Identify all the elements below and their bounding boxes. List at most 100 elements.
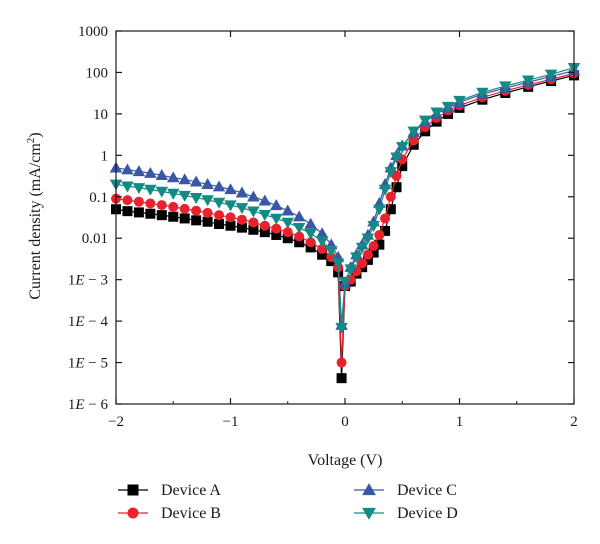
data-point [179, 203, 190, 214]
data-point [201, 195, 214, 207]
data-point [247, 190, 260, 202]
y-tick-label: 1000 [78, 24, 108, 40]
y-tick-label-post: − 5 [85, 356, 108, 372]
y-axis-title: Current density (mA/cm2) [25, 132, 44, 299]
legend-marker [127, 507, 139, 519]
data-point [168, 211, 179, 222]
y-tick-label: 1E − 4 [68, 314, 109, 330]
legend: Device A Device B Device C Device D [118, 482, 458, 522]
y-axis-title-main: Current density (mA/cm [27, 143, 44, 300]
data-point [248, 224, 259, 235]
legend-label: Device A [161, 482, 221, 499]
data-point [191, 215, 202, 226]
data-point [521, 75, 535, 87]
data-point [225, 212, 236, 223]
data-point [225, 220, 236, 231]
data-point [259, 220, 270, 231]
data-point [407, 126, 420, 138]
data-point [336, 373, 347, 384]
data-point [271, 229, 282, 240]
data-point [544, 69, 558, 81]
x-axis-title: Voltage (V) [308, 452, 383, 469]
y-tick-label-post: − 4 [85, 314, 109, 330]
data-point [132, 183, 146, 195]
legend-item: Device B [118, 505, 221, 522]
data-point [178, 190, 191, 202]
data-point [236, 222, 247, 233]
y-axis-title-close: ) [27, 132, 44, 137]
data-point [384, 167, 398, 179]
data-point [167, 188, 180, 200]
data-point [336, 357, 347, 368]
y-tick-label-e: E [74, 356, 84, 372]
data-point [441, 101, 455, 113]
data-point [224, 183, 237, 195]
y-tick-label-pre: 1 [68, 397, 76, 413]
data-point [350, 252, 363, 264]
data-point [189, 175, 203, 187]
data-point [499, 81, 512, 93]
data-point [201, 178, 214, 189]
data-point [373, 204, 386, 216]
legend-label: Device D [397, 505, 458, 522]
data-point [476, 87, 489, 99]
x-tick-label: 1 [456, 414, 464, 430]
data-point [259, 227, 270, 238]
data-point [145, 208, 156, 219]
data-point [258, 194, 272, 206]
data-point [397, 161, 408, 172]
data-point [374, 229, 385, 240]
data-point [380, 225, 391, 236]
data-point [145, 198, 156, 209]
x-tick-label: −2 [108, 414, 124, 430]
y-tick-label: 10 [93, 107, 108, 123]
data-point [335, 322, 348, 334]
data-point [202, 216, 213, 227]
data-point [271, 223, 282, 234]
data-point [258, 209, 272, 221]
data-point [212, 180, 226, 192]
data-point [281, 217, 294, 229]
data-point [212, 197, 226, 209]
y-tick-label-post: − 3 [85, 273, 108, 289]
data-point [122, 195, 133, 206]
data-point [133, 196, 144, 207]
data-point [156, 200, 167, 211]
data-point [317, 249, 328, 260]
data-point [305, 242, 316, 253]
series-device-d [109, 63, 581, 334]
legend-item: Device D [354, 505, 458, 522]
data-point [361, 233, 375, 245]
data-point [167, 171, 180, 183]
data-point [385, 204, 396, 215]
data-point [378, 184, 392, 196]
data-point [315, 236, 329, 248]
data-point [282, 227, 293, 238]
data-point [305, 237, 316, 248]
y-tick-label-e: E [74, 314, 84, 330]
data-point [281, 204, 294, 216]
legend-marker [362, 507, 376, 520]
data-point [235, 186, 249, 198]
data-point [133, 207, 144, 218]
data-point [155, 169, 169, 180]
series-line [115, 74, 575, 379]
y-tick-label: 1E − 3 [68, 273, 108, 289]
series-layer [109, 63, 581, 384]
x-tick-label: −1 [223, 414, 239, 430]
y-tick-label-pre: 1 [68, 314, 76, 330]
data-point [214, 219, 225, 230]
y-tick-label: 0.01 [82, 231, 108, 247]
data-point [294, 237, 305, 248]
data-point [385, 191, 396, 202]
legend-item: Device A [118, 482, 221, 499]
data-point [270, 213, 283, 225]
data-point [292, 222, 306, 234]
data-point [179, 213, 190, 224]
data-point [344, 264, 357, 276]
data-point [362, 254, 373, 265]
data-point [144, 184, 157, 196]
data-point [248, 217, 259, 228]
